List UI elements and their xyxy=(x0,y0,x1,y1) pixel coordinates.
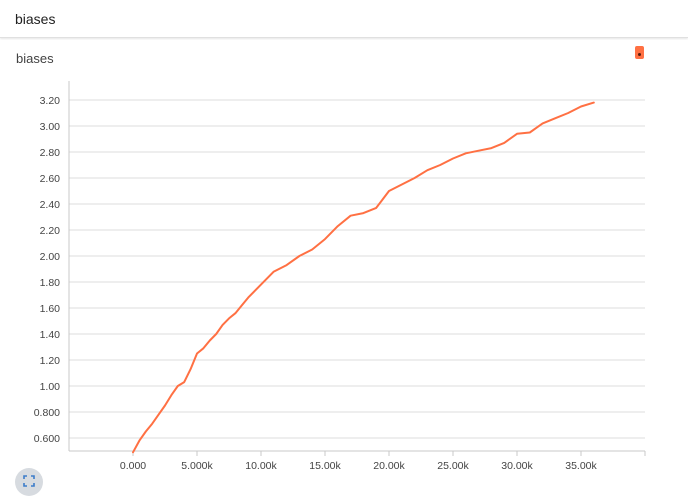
x-tick-label: 30.00k xyxy=(501,460,533,472)
section-title: biases xyxy=(15,11,56,27)
y-tick-label: 2.00 xyxy=(40,251,61,263)
x-tick-label: 15.00k xyxy=(309,460,341,472)
y-tick-label: 1.80 xyxy=(40,277,61,289)
x-tick-label: 10.00k xyxy=(245,460,277,472)
y-tick-label: 2.20 xyxy=(40,225,61,237)
y-tick-label: 2.60 xyxy=(40,173,61,185)
legend-toggle-icon[interactable] xyxy=(635,46,644,59)
y-tick-label: 0.800 xyxy=(34,407,60,419)
y-tick-label: 3.20 xyxy=(40,95,61,107)
series-line xyxy=(132,101,595,454)
legend-dot xyxy=(638,53,641,56)
expand-button[interactable] xyxy=(15,468,43,496)
x-tick-label: 25.00k xyxy=(437,460,469,472)
y-tick-label: 2.80 xyxy=(40,147,61,159)
y-tick-label: 0.600 xyxy=(34,433,60,445)
y-tick-label: 2.40 xyxy=(40,199,61,211)
y-tick-label: 1.00 xyxy=(40,381,61,393)
x-tick-label: 35.00k xyxy=(565,460,597,472)
line-chart: 0.600 0.800 1.00 1.20 1.40 1.60 1.80 2.00 2.20 2.… xyxy=(34,81,646,472)
chart-title: biases xyxy=(16,51,54,66)
x-tick-label: 20.00k xyxy=(373,460,405,472)
y-tick-label: 3.00 xyxy=(40,121,61,133)
x-tick-label: 0.000 xyxy=(120,460,146,472)
y-tick-label: 1.20 xyxy=(40,355,61,367)
fullscreen-icon xyxy=(23,475,35,487)
y-tick-label: 1.60 xyxy=(40,303,61,315)
chart-card: biases 0.600 0.800 1.00 1.20 1.40 1.60 1.80 2.0… xyxy=(0,40,688,488)
section-header[interactable]: biases xyxy=(0,0,688,38)
y-tick-label: 1.40 xyxy=(40,329,61,341)
x-tick-label: 5.000k xyxy=(181,460,213,472)
